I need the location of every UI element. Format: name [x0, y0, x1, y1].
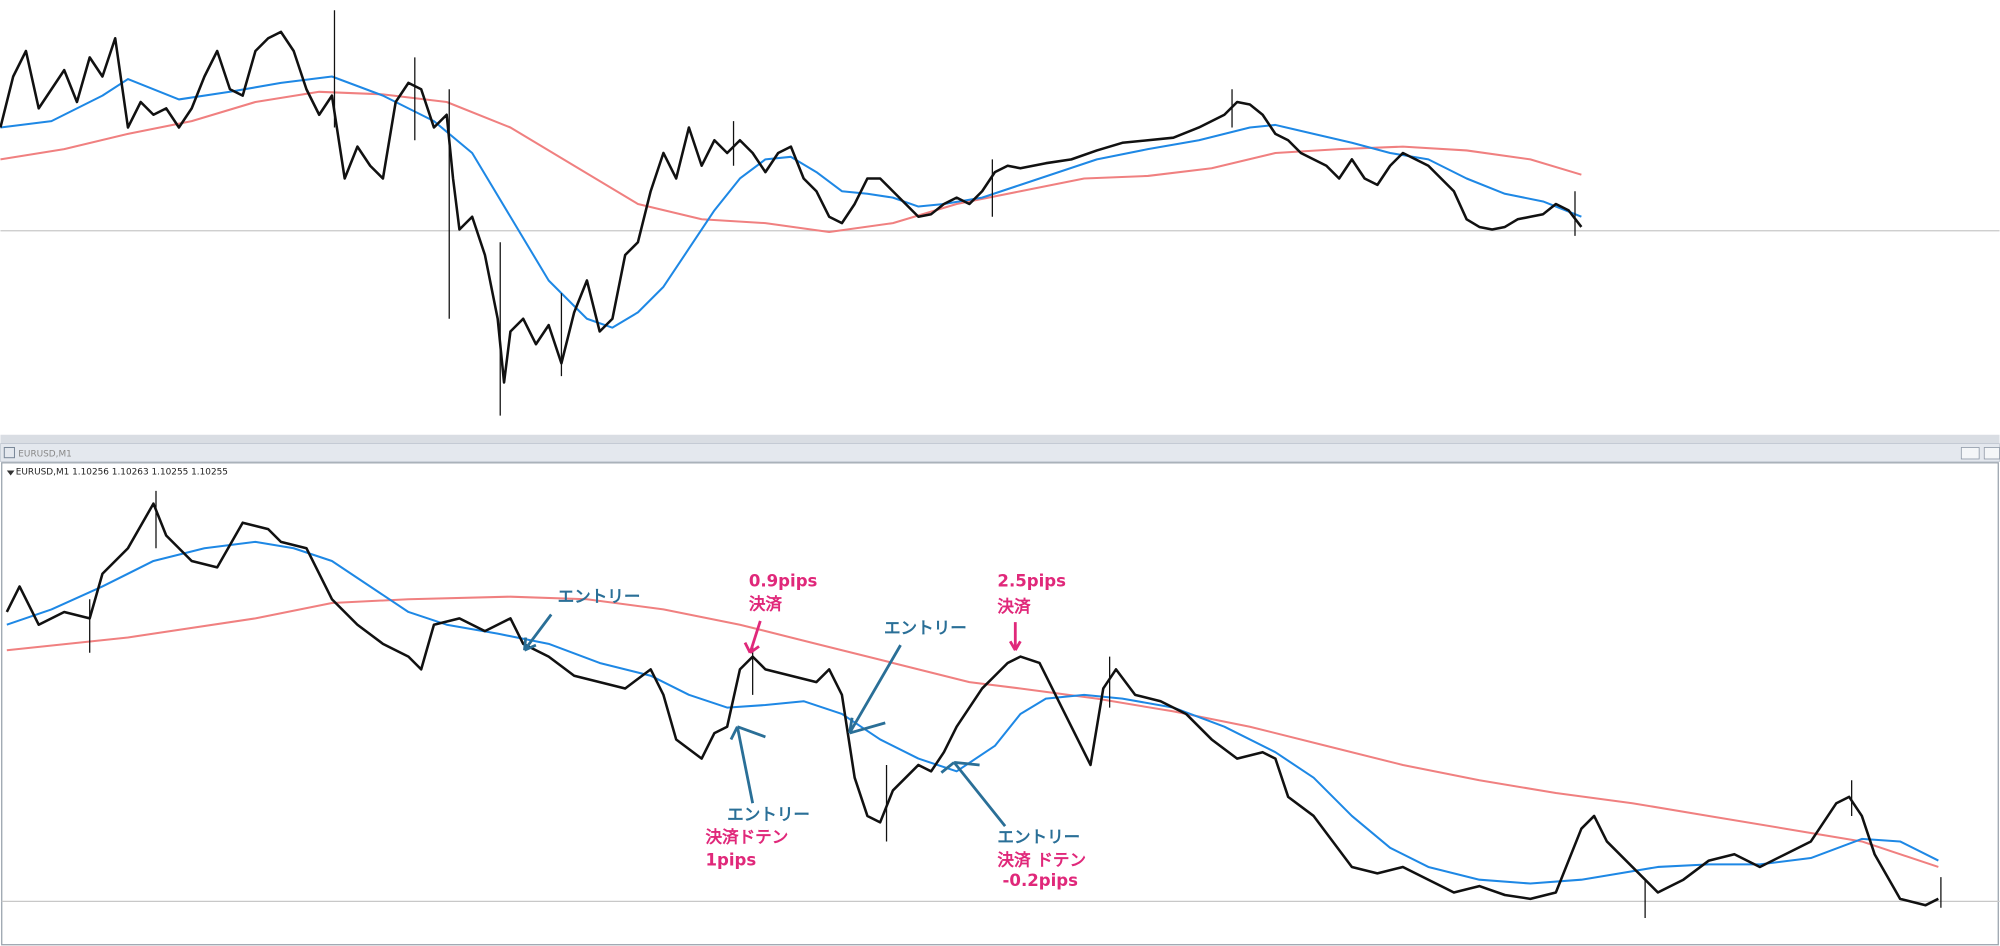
annotations: エントリー0.9pips決済エントリー2.5pips決済エントリー決済ドテン1p…: [558, 571, 1086, 890]
top-chart-pane: [0, 0, 2000, 435]
annotation: エントリー: [884, 619, 967, 638]
annotation: 2.5pips: [997, 571, 1066, 590]
window-icon: [3, 446, 15, 459]
restore-button[interactable]: [1983, 447, 2000, 460]
annotation: -0.2pips: [1003, 871, 1079, 890]
annotation: 決済: [749, 593, 783, 613]
annotation: 1pips: [705, 851, 756, 870]
pane-separator: [0, 434, 2000, 444]
window-title: EURUSD,M1: [18, 449, 72, 459]
price-candles: [5, 502, 1939, 907]
window-title-bar: [0, 443, 2000, 462]
slow-ma: [0, 90, 1582, 234]
settle-arrows: [743, 620, 1022, 654]
bottom-chart-pane: [1, 462, 1999, 946]
collapse-triangle[interactable]: [6, 470, 15, 476]
mid-ma: [0, 75, 1582, 329]
annotation: 決済ドテン: [705, 827, 788, 847]
minimize-button[interactable]: [1960, 447, 1980, 460]
annotation: 決済: [997, 596, 1031, 616]
annotation: 0.9pips: [749, 571, 818, 590]
annotation: エントリー: [997, 828, 1080, 847]
annotation: 決済 ドテン: [997, 850, 1086, 870]
annotation: エントリー: [558, 587, 641, 606]
annotation: エントリー: [727, 805, 810, 824]
wicks: [333, 10, 1576, 416]
entry-arrows: [523, 613, 1007, 828]
wicks: [89, 490, 1942, 918]
slow-ma: [6, 595, 1939, 868]
symbol-info: EURUSD,M1 1.10256 1.10263 1.10255 1.1025…: [16, 467, 228, 477]
mid-ma: [6, 540, 1939, 885]
